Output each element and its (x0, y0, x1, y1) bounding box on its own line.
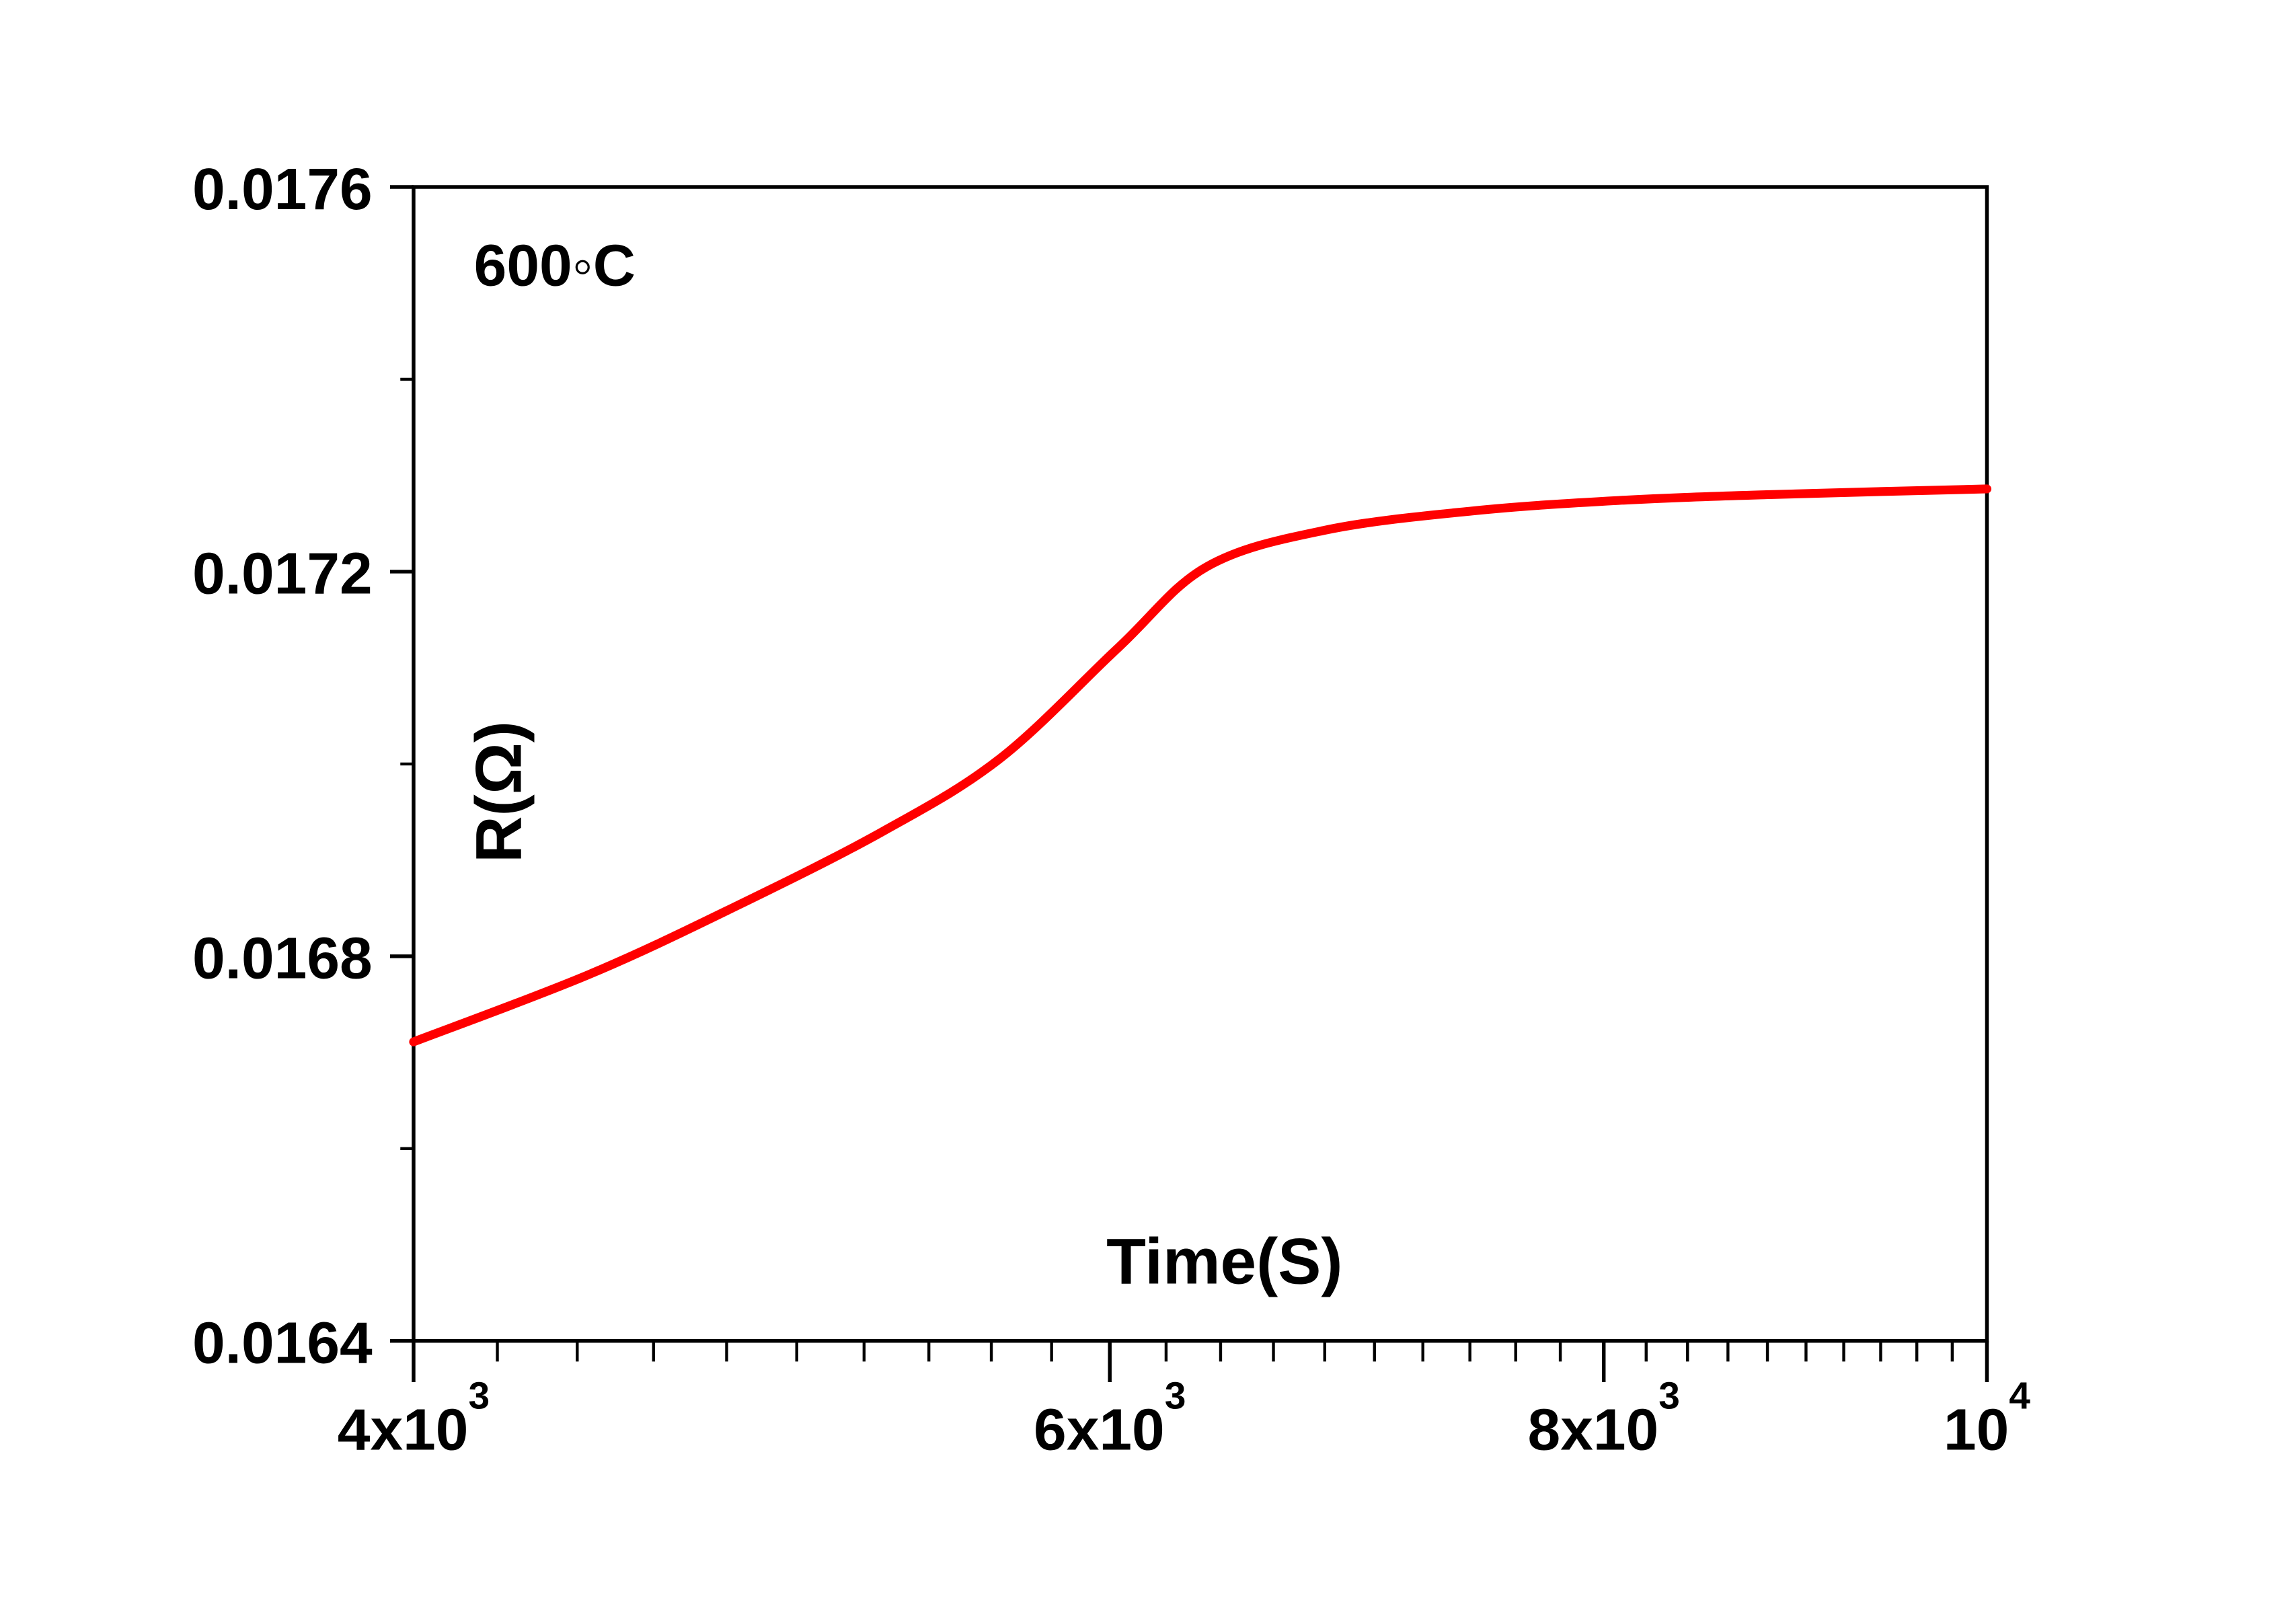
y-tick-label: 0.0168 (192, 925, 373, 991)
y-tick-label: 0.0176 (192, 156, 373, 222)
x-tick-label: 6x103 (1034, 1374, 1186, 1462)
x-tick-label-exponent: 3 (1658, 1374, 1680, 1417)
x-tick-label-exponent: 3 (1165, 1374, 1186, 1417)
x-tick-label-base: 8x10 (1528, 1397, 1659, 1463)
x-tick-label-base: 10 (1944, 1397, 2009, 1463)
x-axis-label: Time(S) (1106, 1225, 1342, 1297)
annotation-temperature: 600◦C (474, 233, 636, 299)
y-tick-label: 0.0172 (192, 541, 373, 607)
plot-frame (412, 185, 1989, 1343)
x-tick-label-exponent: 3 (468, 1374, 490, 1417)
x-tick-label: 4x103 (338, 1374, 490, 1462)
x-tick-label-base: 6x10 (1034, 1397, 1165, 1463)
y-axis-label: R(Ω) (463, 721, 535, 863)
x-tick-label: 104 (1944, 1374, 2030, 1462)
y-tick-label: 0.0164 (192, 1310, 373, 1376)
x-tick-label-base: 4x10 (338, 1397, 469, 1463)
series-line-R (409, 484, 1991, 1046)
x-tick-label-exponent: 4 (2009, 1374, 2030, 1417)
x-tick-label: 8x103 (1528, 1374, 1680, 1462)
